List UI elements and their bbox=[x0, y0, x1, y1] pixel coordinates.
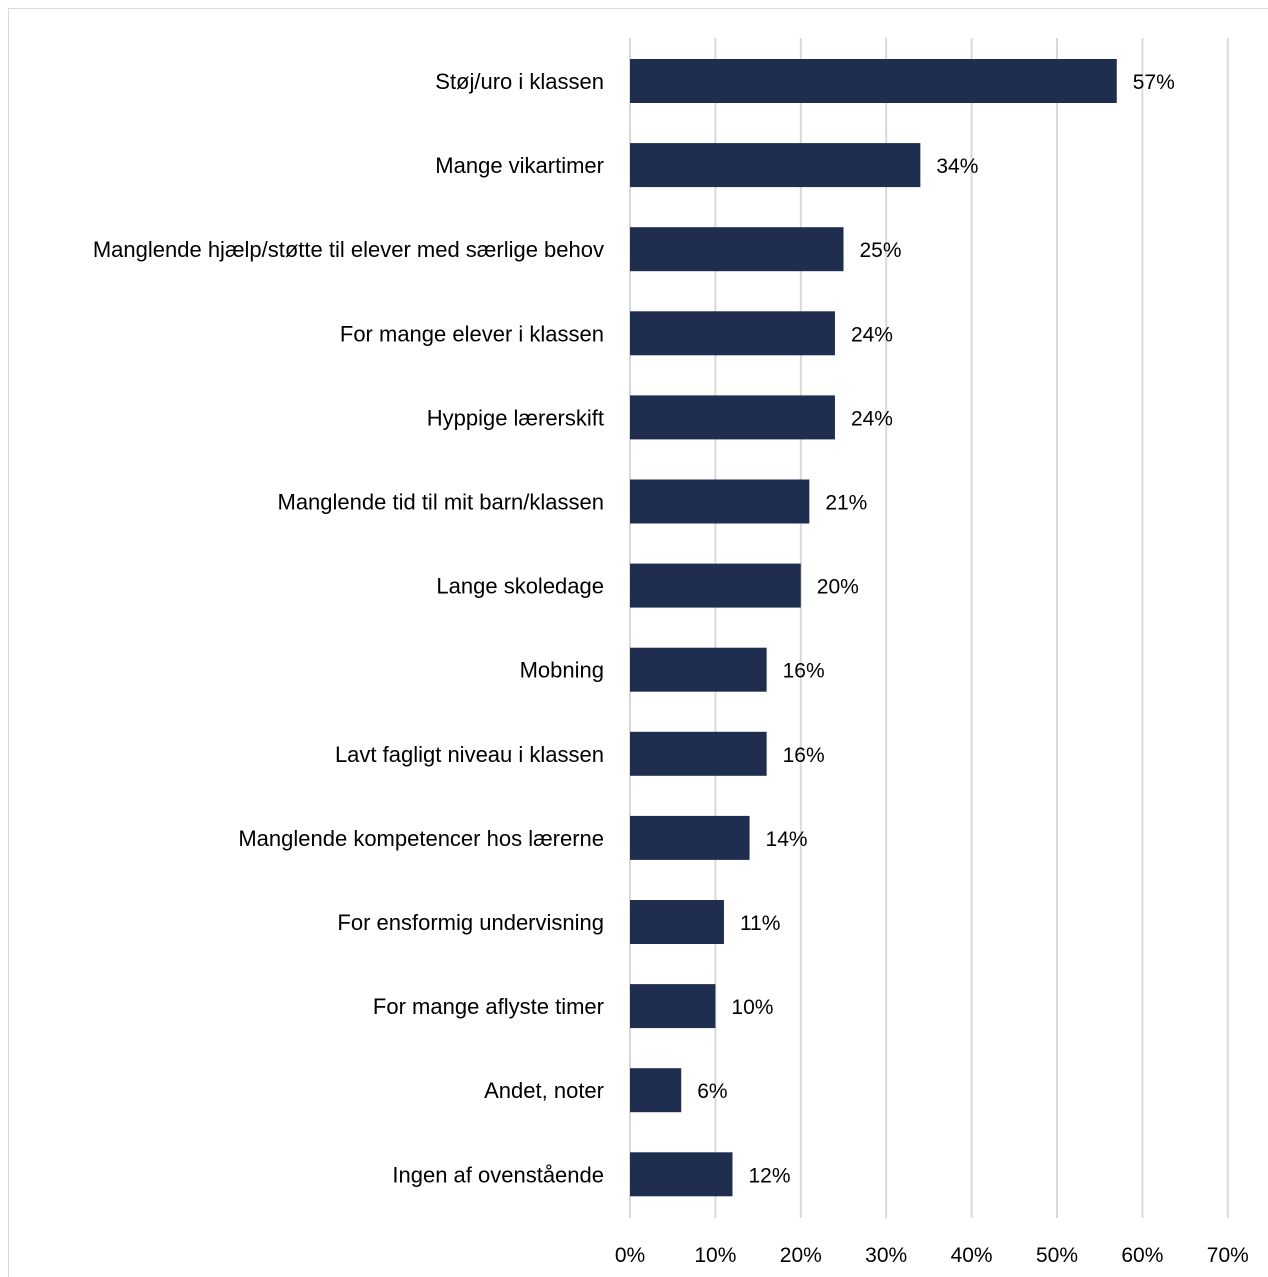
bar bbox=[630, 815, 750, 860]
bar bbox=[630, 731, 767, 776]
chart-frame bbox=[8, 8, 1268, 1277]
x-tick-label: 30% bbox=[865, 1244, 907, 1267]
category-label: Manglende tid til mit barn/klassen bbox=[278, 490, 605, 515]
category-label: Lavt fagligt niveau i klassen bbox=[335, 742, 604, 767]
bar bbox=[630, 479, 810, 524]
category-label: Lange skoledage bbox=[436, 574, 604, 599]
value-label: 10% bbox=[731, 996, 773, 1019]
value-label: 20% bbox=[817, 576, 859, 599]
bar bbox=[630, 395, 835, 440]
value-label: 57% bbox=[1133, 71, 1175, 94]
category-label: For mange aflyste timer bbox=[373, 994, 604, 1019]
value-label: 24% bbox=[851, 407, 893, 430]
bar bbox=[630, 900, 724, 944]
value-label: 34% bbox=[936, 155, 978, 178]
labels: 0% 10% 20% 30% 40% 50% 60% 70% Støj/uro i klasse… bbox=[93, 69, 1249, 1267]
x-tick-label: 40% bbox=[951, 1244, 993, 1267]
x-tick-label: 60% bbox=[1121, 1244, 1163, 1267]
bar bbox=[630, 563, 801, 608]
x-tick-label: 0% bbox=[615, 1244, 645, 1267]
value-label: 21% bbox=[825, 492, 867, 515]
bar bbox=[630, 143, 921, 188]
category-label: Manglende hjælp/støtte til elever med sæ… bbox=[93, 237, 604, 262]
value-label: 12% bbox=[748, 1164, 790, 1187]
value-label: 11% bbox=[740, 912, 780, 935]
category-label: Hyppige lærerskift bbox=[427, 405, 604, 430]
bar bbox=[630, 311, 835, 356]
value-label: 25% bbox=[860, 239, 902, 262]
value-label: 16% bbox=[783, 744, 825, 767]
category-label: Ingen af ovenstående bbox=[392, 1162, 604, 1187]
bar bbox=[630, 647, 767, 692]
bar bbox=[630, 227, 844, 272]
value-label: 16% bbox=[783, 660, 825, 683]
value-label: 14% bbox=[766, 828, 808, 851]
bar bbox=[630, 59, 1117, 103]
x-tick-label: 50% bbox=[1036, 1244, 1078, 1267]
value-label: 6% bbox=[697, 1080, 727, 1103]
category-label: For ensformig undervisning bbox=[337, 910, 604, 935]
x-tick-label: 10% bbox=[694, 1244, 736, 1267]
category-label: Mobning bbox=[520, 658, 604, 683]
x-tick-label: 70% bbox=[1207, 1244, 1249, 1267]
category-label: Mange vikartimer bbox=[435, 153, 604, 178]
gridlines bbox=[629, 38, 1229, 1218]
bar bbox=[630, 984, 716, 1029]
bar bbox=[630, 1068, 682, 1113]
bar bbox=[630, 1152, 733, 1197]
category-label: Støj/uro i klassen bbox=[435, 69, 604, 94]
value-label: 24% bbox=[851, 323, 893, 346]
category-label: Manglende kompetencer hos lærerne bbox=[238, 826, 604, 851]
category-label: For mange elever i klassen bbox=[340, 321, 604, 346]
x-tick-label: 20% bbox=[780, 1244, 822, 1267]
category-label: Andet, noter bbox=[484, 1078, 604, 1103]
bars bbox=[630, 59, 1117, 1197]
